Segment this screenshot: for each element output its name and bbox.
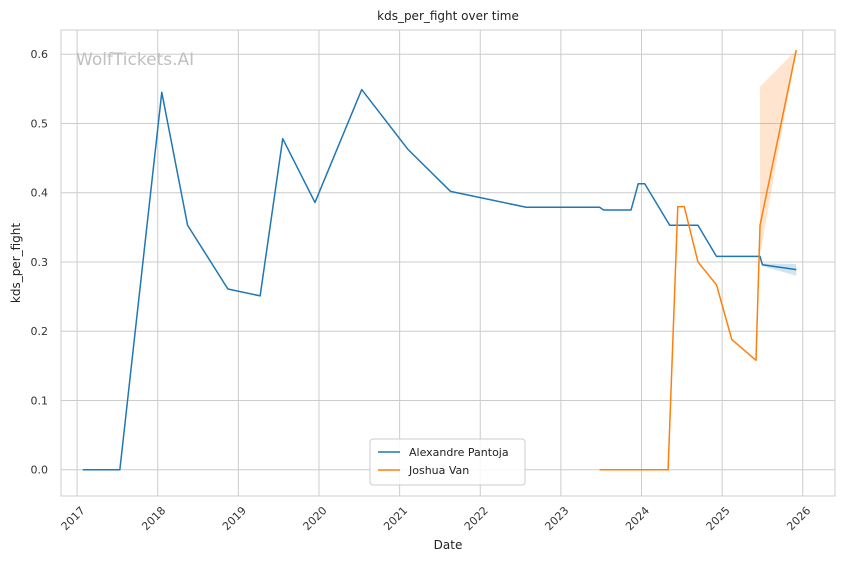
confidence-band bbox=[760, 50, 797, 256]
legend: Alexandre Pantoja Joshua Van bbox=[369, 438, 526, 486]
y-tick-label: 0.6 bbox=[31, 48, 49, 61]
legend-label: Joshua Van bbox=[408, 464, 469, 477]
y-tick-label: 0.1 bbox=[31, 394, 49, 407]
y-tick-label: 0.2 bbox=[31, 325, 49, 338]
legend-box bbox=[369, 438, 526, 486]
legend-label: Alexandre Pantoja bbox=[409, 446, 509, 459]
series-lines bbox=[82, 49, 798, 471]
y-axis-ticks: 0.0 0.1 0.2 0.3 0.4 0.5 0.6 bbox=[31, 48, 49, 476]
x-axis-label: Date bbox=[434, 538, 463, 552]
plot-area bbox=[60, 29, 836, 497]
y-tick-label: 0.0 bbox=[31, 464, 49, 477]
chart-title: kds_per_fight over time bbox=[377, 9, 519, 23]
y-tick-label: 0.4 bbox=[31, 187, 49, 200]
y-tick-label: 0.3 bbox=[31, 256, 49, 269]
y-tick-label: 0.5 bbox=[31, 117, 49, 130]
watermark: WolfTickets.AI bbox=[76, 50, 194, 70]
y-axis-label: kds_per_fight bbox=[9, 223, 23, 304]
series-line bbox=[599, 49, 798, 471]
series-line bbox=[82, 88, 797, 471]
